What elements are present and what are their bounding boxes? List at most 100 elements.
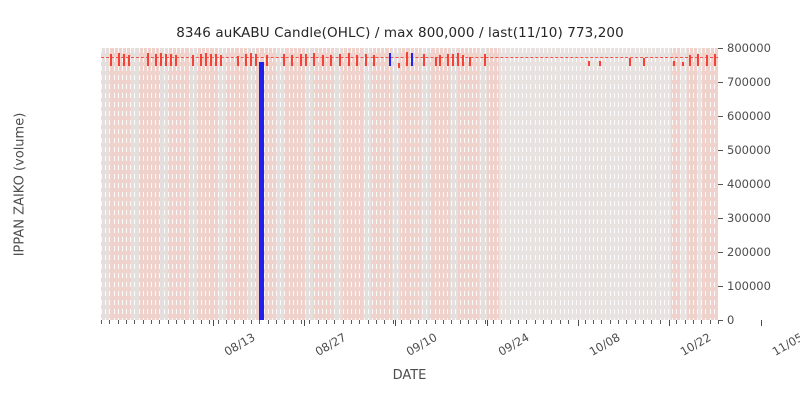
background-band	[247, 48, 255, 320]
candle-mark	[411, 53, 413, 66]
x-axis-tick-minor	[117, 320, 119, 324]
x-axis-tick-minor	[326, 320, 328, 324]
x-axis-tick-minor	[609, 320, 611, 324]
gridline	[192, 48, 194, 320]
x-axis-tick-minor	[476, 320, 478, 324]
gridline	[130, 48, 132, 320]
x-axis-tick-minor	[684, 320, 686, 324]
gridline	[209, 48, 211, 320]
gridline	[534, 48, 536, 320]
gridline	[626, 48, 628, 320]
gridline	[146, 48, 148, 320]
x-axis-tick-minor	[201, 320, 203, 324]
x-axis-tick-minor	[159, 320, 161, 324]
x-axis-tick-major	[304, 320, 305, 326]
background-band	[400, 48, 421, 320]
x-axis-tick-major	[487, 320, 488, 326]
candle-mark	[300, 54, 302, 66]
candle-mark	[484, 54, 486, 66]
gridline	[271, 48, 273, 320]
gridline	[263, 48, 265, 320]
y-axis-tick	[718, 184, 723, 185]
gridline	[117, 48, 119, 320]
gridline	[292, 48, 294, 320]
gridline	[505, 48, 507, 320]
candle-mark	[210, 54, 212, 66]
candle-mark	[339, 54, 341, 66]
gridline	[267, 48, 269, 320]
gridline	[330, 48, 332, 320]
gridline	[380, 48, 382, 320]
x-axis-tick-label: 09/10	[403, 330, 440, 359]
gridline	[459, 48, 461, 320]
background-band	[305, 48, 313, 320]
gridline	[526, 48, 528, 320]
gridline	[634, 48, 636, 320]
gridline	[134, 48, 136, 320]
candle-mark	[266, 55, 268, 66]
x-axis-ticks: 08/13 08/27 09/10 09/24 10/08 10/22 11/05	[101, 320, 800, 390]
gridline	[538, 48, 540, 320]
x-axis-tick-minor	[701, 320, 703, 324]
x-axis-tick-minor	[676, 320, 678, 324]
gridline	[388, 48, 390, 320]
gridline	[342, 48, 344, 320]
gridline	[221, 48, 223, 320]
y-axis-tick-label: 400000	[727, 177, 771, 191]
gridline	[413, 48, 415, 320]
gridline	[484, 48, 486, 320]
gridline	[588, 48, 590, 320]
y-axis-tick-label: 700000	[727, 75, 771, 89]
gridline	[559, 48, 561, 320]
candle-mark	[147, 53, 149, 66]
x-axis-tick-minor	[317, 320, 319, 324]
candle-mark	[322, 55, 324, 66]
candle-mark	[330, 55, 332, 66]
y-axis-tick-label: 600000	[727, 109, 771, 123]
x-axis-tick-label: 09/24	[495, 330, 532, 359]
candle-mark	[215, 54, 217, 66]
y-axis-tick-label: 0	[727, 313, 735, 327]
candle-mark	[373, 55, 375, 66]
gridline	[363, 48, 365, 320]
gridline	[659, 48, 661, 320]
gridline	[705, 48, 707, 320]
gridline	[280, 48, 282, 320]
gridline	[155, 48, 157, 320]
gridline	[551, 48, 553, 320]
gridline	[142, 48, 144, 320]
gridline	[472, 48, 474, 320]
x-axis-tick-label: 11/05	[769, 330, 800, 359]
gridline	[713, 48, 715, 320]
gridline	[463, 48, 465, 320]
gridline	[213, 48, 215, 320]
x-axis-tick-minor	[209, 320, 211, 324]
gridline	[376, 48, 378, 320]
gridline	[697, 48, 699, 320]
background-band	[197, 48, 218, 320]
candle-mark	[365, 54, 367, 66]
candle-mark	[291, 55, 293, 66]
gridline	[409, 48, 411, 320]
gridline	[613, 48, 615, 320]
x-axis-tick-minor	[426, 320, 428, 324]
gridline	[434, 48, 436, 320]
background-band	[276, 48, 284, 320]
gridline	[555, 48, 557, 320]
gridline	[692, 48, 694, 320]
y-axis-tick	[718, 286, 723, 287]
gridline	[184, 48, 186, 320]
y-axis-tick	[718, 116, 723, 117]
gridline	[622, 48, 624, 320]
x-axis-tick-minor	[659, 320, 661, 324]
gridline	[288, 48, 290, 320]
gridline	[346, 48, 348, 320]
gridline	[451, 48, 453, 320]
y-axis-tick	[718, 252, 723, 253]
gridline	[509, 48, 511, 320]
gridline	[455, 48, 457, 320]
y-axis-ticks: 0 100000 200000 300000 400000 500000 600000 700…	[718, 41, 800, 327]
candle-mark	[398, 63, 400, 68]
candle-mark	[205, 53, 207, 66]
gridline	[467, 48, 469, 320]
